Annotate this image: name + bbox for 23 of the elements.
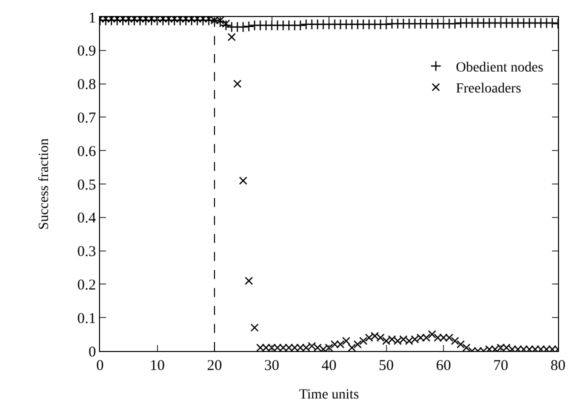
x-tick-label: 10 bbox=[150, 358, 165, 374]
y-tick-label: 0.6 bbox=[77, 144, 96, 160]
y-tick-label: 0.5 bbox=[77, 177, 96, 194]
x-tick-label: 70 bbox=[493, 358, 508, 374]
legend-label: Freeloaders bbox=[456, 82, 522, 97]
y-axis-title: Success fraction bbox=[36, 138, 52, 230]
x-tick-label: 30 bbox=[264, 358, 280, 374]
x-tick-label: 60 bbox=[436, 358, 451, 374]
y-tick-label: 0 bbox=[88, 344, 96, 360]
y-tick-label: 0.8 bbox=[77, 77, 96, 94]
x-tick-label: 50 bbox=[378, 358, 394, 374]
x-tick-label: 20 bbox=[207, 358, 222, 374]
y-tick-label: 0.2 bbox=[77, 277, 96, 294]
x-tick-label: 40 bbox=[322, 358, 336, 374]
y-tick-label: 0.7 bbox=[77, 110, 96, 126]
y-tick-label: 0.3 bbox=[77, 244, 96, 260]
y-tick-label: 0.9 bbox=[77, 44, 96, 60]
x-axis-title: Time units bbox=[299, 387, 359, 402]
y-tick-label: 0.4 bbox=[77, 210, 96, 227]
y-tick-label: 1 bbox=[88, 10, 96, 26]
legend-label: Obedient nodes bbox=[456, 60, 544, 76]
y-tick-label: 0.1 bbox=[77, 310, 96, 327]
x-tick-label: 80 bbox=[550, 358, 566, 374]
